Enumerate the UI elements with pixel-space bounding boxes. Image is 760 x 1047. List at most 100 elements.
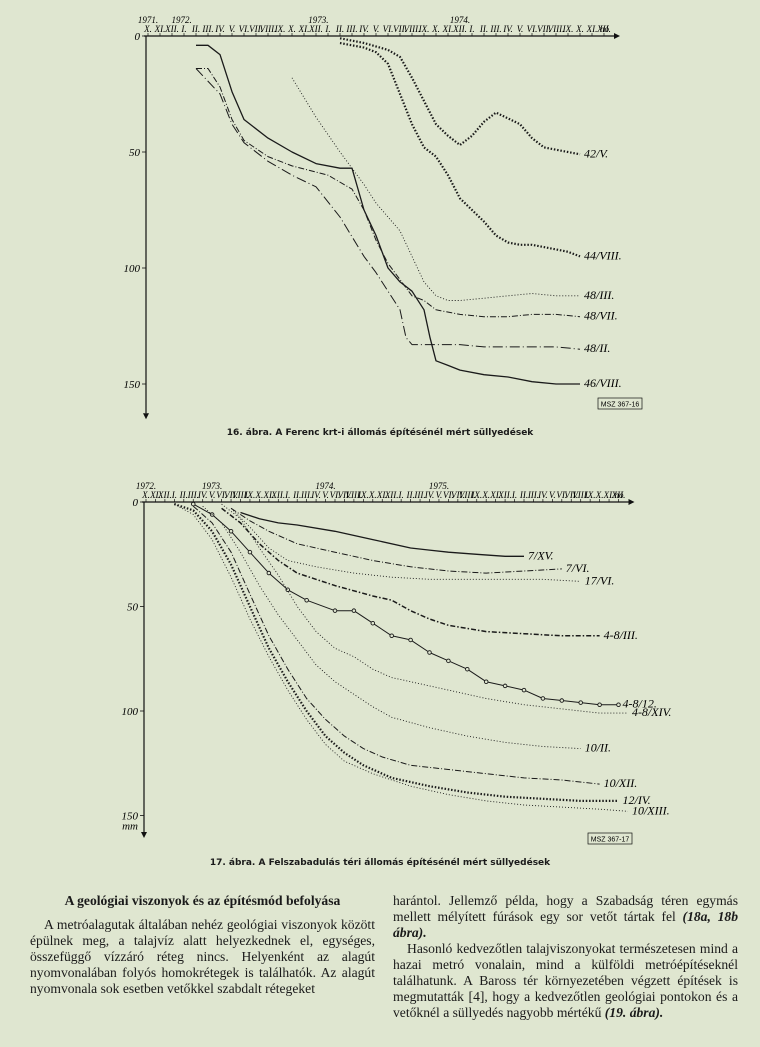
series-label: 7/XV. [528,548,554,562]
x-tick-label: XII. [384,490,399,500]
section-heading: A geológiai viszonyok és az építésmód be… [64,893,341,908]
x-tick-label: XI. [442,24,454,34]
x-tick-label: IV. [358,24,369,34]
x-tick-label: IX. [562,24,574,34]
series-line [173,503,619,803]
year-label: 1972. [171,15,191,25]
paragraph-right-1: harántol. Jellemző példa, hogy a Szabads… [393,893,739,940]
year-label: 1975. [429,481,449,491]
data-point [616,702,621,707]
x-tick-label: VI. [443,490,454,500]
x-axis-arrow-icon [628,499,635,505]
x-tick-label: VIII. [459,490,476,500]
x-tick-label: VII. [338,490,352,500]
data-point [408,637,413,643]
year-label: 1973. [308,15,328,25]
figure-ref-box [587,832,633,845]
year-label: 1974. [450,15,470,25]
y-tick-label: 150 [122,811,139,823]
series-label: 44/VIII. [584,248,622,262]
x-tick-label: VIII. [260,24,277,34]
y-tick-label: 0 [135,31,141,43]
data-point [483,679,489,684]
chart-17: X. XI.XII. I. II. III. IV. V. VI.VII.VIII.IX. X.… [122,481,672,845]
x-tick-label: XII. [452,24,467,34]
x-tick-label: XI. [376,490,388,500]
x-tick-label: X. [595,490,604,500]
x-tick-label: VIII. [404,24,421,34]
x-tick-label: I. [398,490,404,500]
x-tick-label: II. [479,24,488,34]
y-tick-label: 0 [133,497,139,509]
caption-fig16: 16. ábra. A Ferenc krt-i állomás építésé… [226,428,534,438]
x-tick-label: VII. [393,24,407,34]
x-tick-label: X. [431,24,440,34]
data-point [304,597,309,603]
x-tick-label: VI. [527,24,538,34]
x-tick-label: VII. [249,24,263,34]
series-line [230,507,562,574]
x-tick-label: II. [179,490,188,500]
data-point [247,549,253,555]
data-point [502,683,508,689]
x-tick-label: VII. [537,24,551,34]
x-tick-label: XI. [149,490,161,500]
x-tick-label: III. [527,490,539,500]
series-line [196,68,581,318]
data-point [266,570,272,576]
x-tick-label: IV. [537,490,548,500]
figure-ref-box [597,397,643,410]
figure-ref: MSZ 367-17 [591,837,630,844]
data-point [521,687,527,693]
y-tick-label: 50 [129,147,141,159]
x-tick-label: XI. [154,24,166,34]
series-label: 46/VIII. [584,376,622,390]
x-tick-label: V. [373,24,380,34]
paragraph-right-2: Hasonló kedvezőtlen talajviszonyokat ter… [393,941,738,1020]
series-line [221,503,628,714]
y-tick-label: 150 [124,379,141,391]
series-line [221,507,600,637]
data-point [465,666,470,672]
data-point [540,696,546,701]
x-tick-label: II. [405,490,414,500]
x-tick-label: IV. [424,490,435,500]
x-tick-label: II. [191,24,200,34]
x-tick-label: VII. [224,490,238,500]
x-unit-label: hó [615,490,625,500]
series-label: 4-8/III. [604,628,638,642]
x-tick-label: II. [292,490,301,500]
x-tick-label: III. [201,24,213,34]
x-tick-label: I. [284,490,290,500]
y-axis-arrow-icon [143,413,149,420]
y-tick-label: 100 [122,706,139,718]
x-tick-label: VIII. [232,490,249,500]
x-tick-label: VI. [216,490,227,500]
series-line [174,503,629,812]
x-tick-label: XII. [270,490,285,500]
x-tick-label: IV. [214,24,225,34]
series-label: 42/V. [584,146,608,160]
series-line [193,503,619,706]
data-point [370,620,376,626]
x-tick-label: VI. [330,490,341,500]
x-tick-label: VI. [239,24,250,34]
paragraph-left: A metróalagutak általában nehéz geológia… [30,917,375,996]
year-label: 1971. [138,15,158,25]
data-point [446,658,451,664]
series-line [195,68,581,350]
x-tick-label: I. [511,490,517,500]
x-tick-label: IV. [310,490,321,500]
year-label: 1972. [136,481,156,491]
x-tick-label: I. [180,24,186,34]
x-tick-label: XII. [611,490,626,500]
data-point [190,501,196,507]
series-line [240,511,524,557]
x-tick-label: IV. [197,490,208,500]
data-point [559,698,565,703]
x-tick-label: VIII. [346,490,363,500]
series-label: 48/VII. [584,309,618,323]
data-point [427,650,432,655]
x-tick-label: VI. [556,490,567,500]
series-line [196,44,580,385]
